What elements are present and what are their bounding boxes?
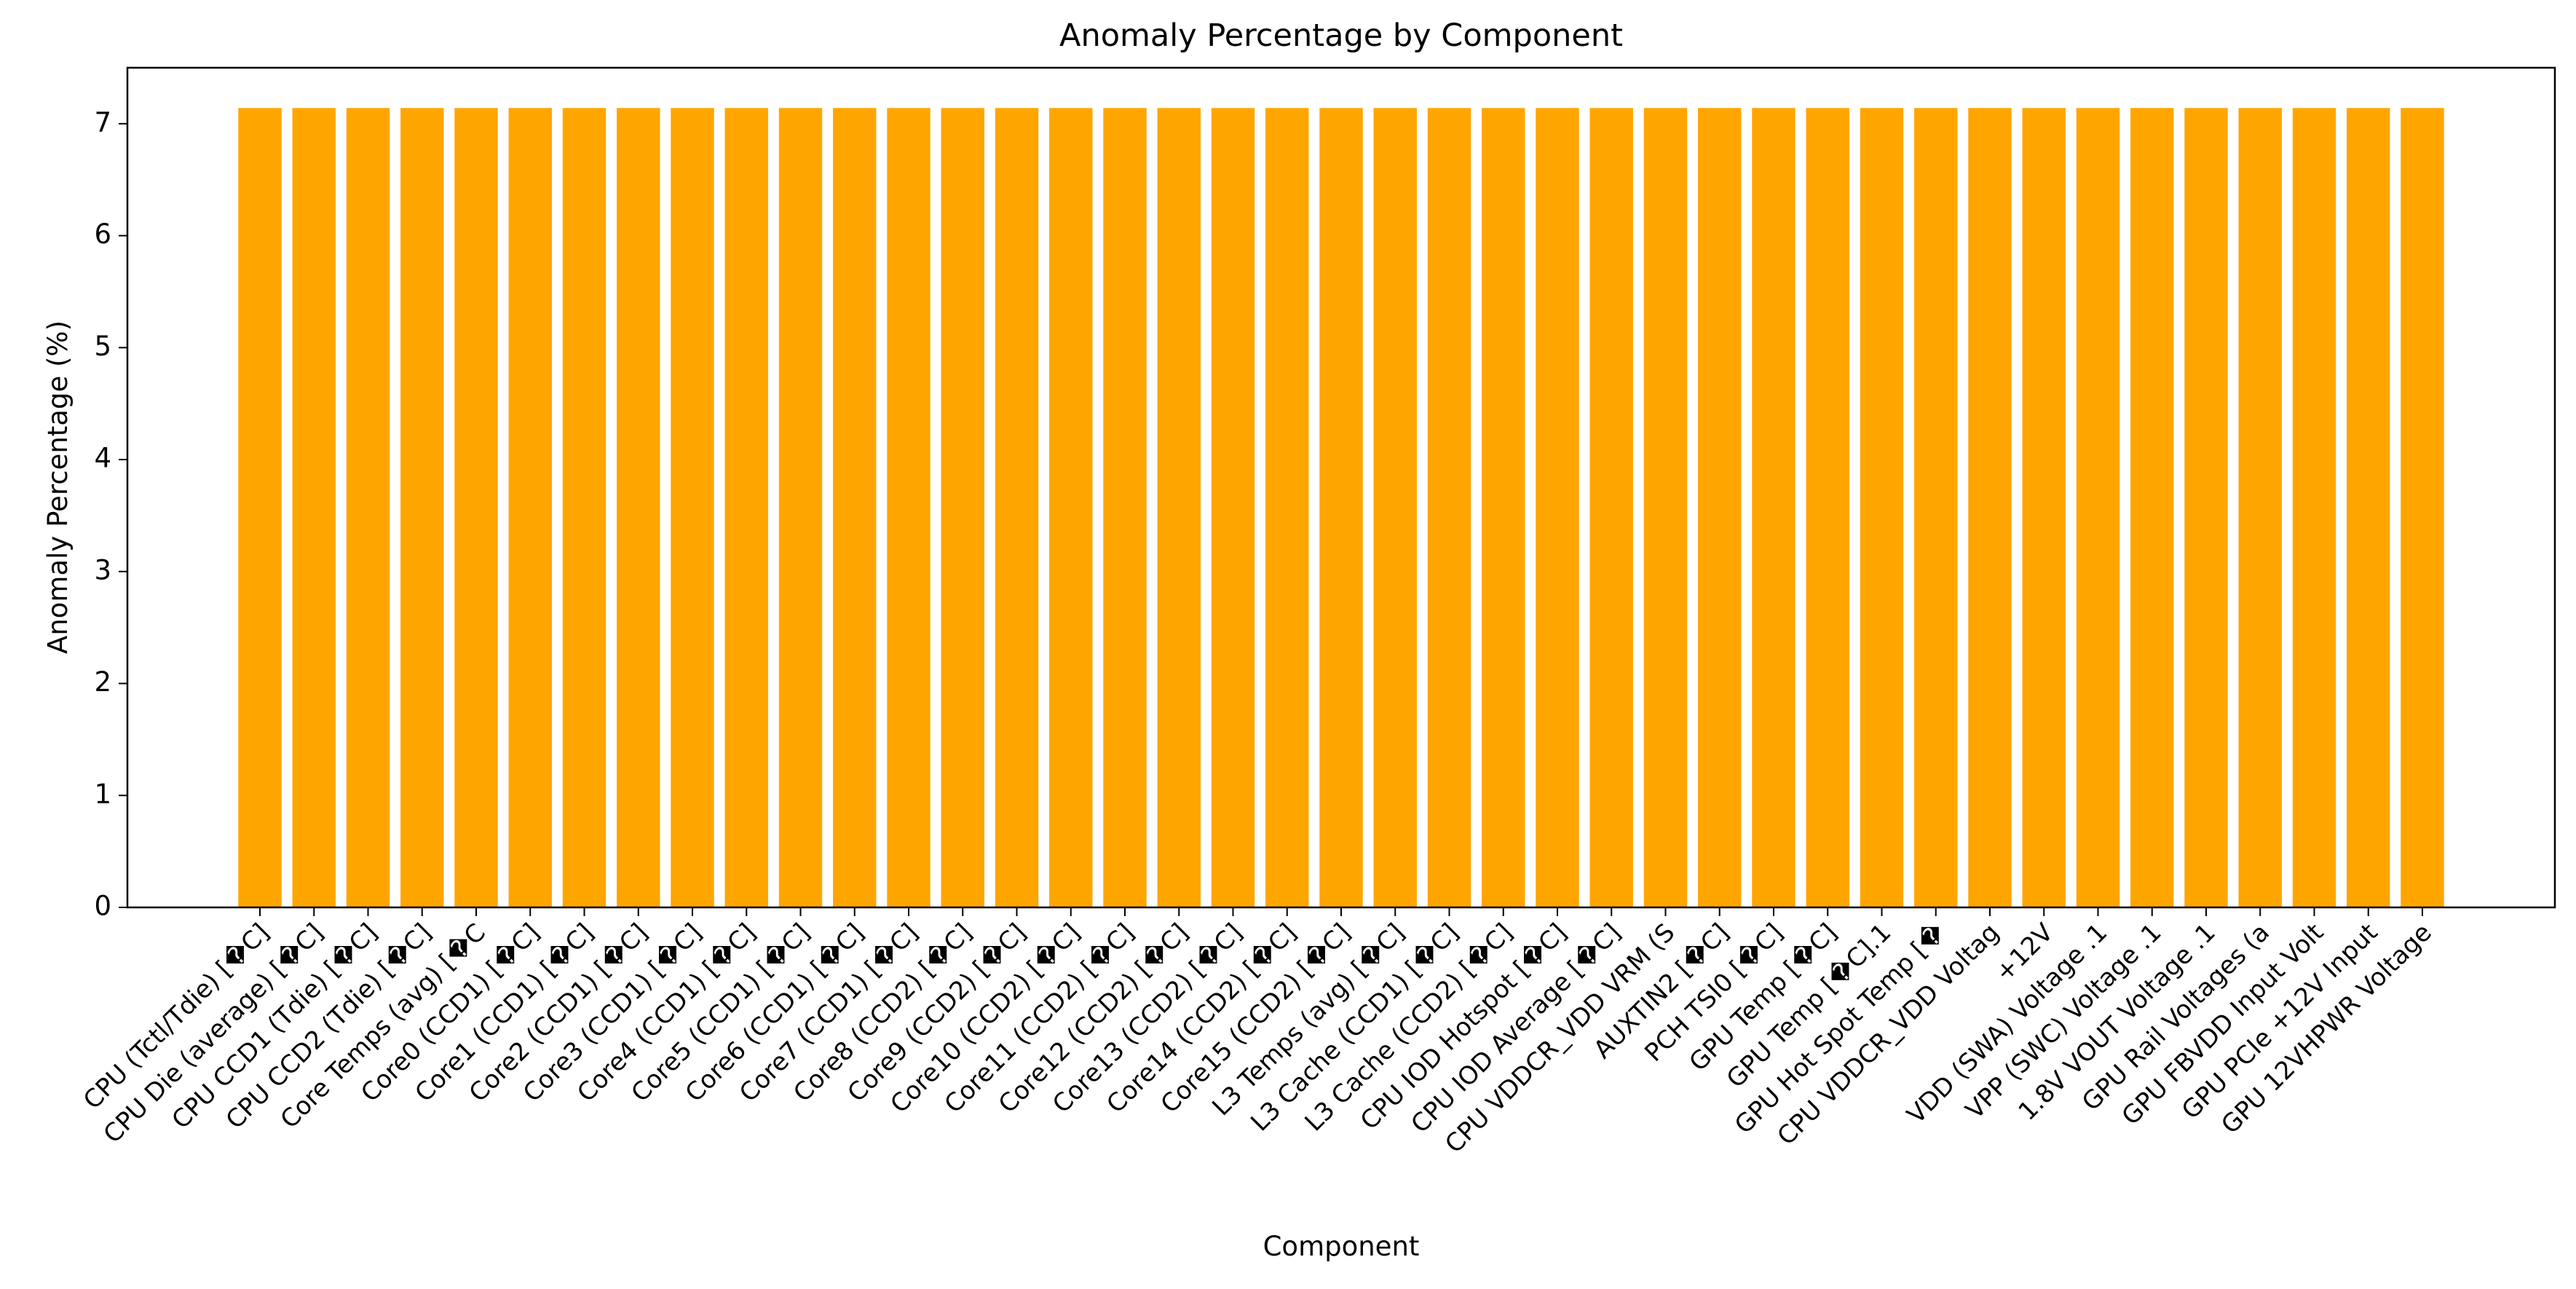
bar xyxy=(454,108,498,908)
bar xyxy=(2184,108,2228,908)
bar xyxy=(1211,108,1255,908)
bar xyxy=(1373,108,1417,908)
y-tick-label: 6 xyxy=(94,218,111,250)
bar xyxy=(346,108,390,908)
plot-frame xyxy=(126,66,2556,909)
bar xyxy=(2130,108,2174,908)
bar xyxy=(1157,108,1201,908)
bar xyxy=(941,108,984,908)
bar xyxy=(400,108,444,908)
x-axis-ticks: CPU (Tctl/Tdie) [�C]CPU Die (average) [�… xyxy=(78,907,2438,1159)
bar xyxy=(508,108,552,908)
bar xyxy=(1319,108,1363,908)
bar xyxy=(1589,108,1633,908)
bar xyxy=(1427,108,1471,908)
x-axis-label: Component xyxy=(1263,1231,1420,1262)
bar xyxy=(1860,108,1904,908)
bar xyxy=(562,108,607,908)
y-axis-ticks: 0 1 2 3 4 5 6 7 xyxy=(94,106,127,922)
bar xyxy=(1806,108,1849,908)
y-tick-label: 3 xyxy=(94,554,111,586)
y-tick-label: 0 xyxy=(94,891,111,922)
bar xyxy=(833,108,877,908)
bar xyxy=(1536,108,1579,908)
bar xyxy=(2238,108,2282,908)
chart-title: Anomaly Percentage by Component xyxy=(1059,17,1623,54)
bar xyxy=(2076,108,2120,908)
y-axis-label: Anomaly Percentage (%) xyxy=(42,320,74,654)
bar xyxy=(778,108,823,908)
bar xyxy=(671,108,714,908)
bar xyxy=(2292,108,2336,908)
bar xyxy=(238,108,282,908)
bar xyxy=(1049,108,1093,908)
bar xyxy=(1643,108,1688,908)
bar xyxy=(995,108,1039,908)
y-tick-label: 1 xyxy=(94,778,111,810)
bar xyxy=(1103,108,1147,908)
bar xyxy=(2022,108,2066,908)
bar xyxy=(617,108,660,908)
bar xyxy=(1482,108,1525,908)
y-tick-label: 5 xyxy=(94,331,111,362)
bar xyxy=(1698,108,1742,908)
bar xyxy=(2401,108,2444,908)
bar xyxy=(887,108,931,908)
y-tick-label: 2 xyxy=(94,666,111,698)
y-tick-label: 7 xyxy=(94,106,111,138)
bar xyxy=(1752,108,1795,908)
bar xyxy=(1968,108,2012,908)
bar xyxy=(724,108,768,908)
bars-layer xyxy=(238,108,2444,908)
bar xyxy=(292,108,336,908)
y-tick-label: 4 xyxy=(94,443,111,474)
bar xyxy=(1914,108,1958,908)
bar xyxy=(2347,108,2390,908)
bar xyxy=(1265,108,1309,908)
